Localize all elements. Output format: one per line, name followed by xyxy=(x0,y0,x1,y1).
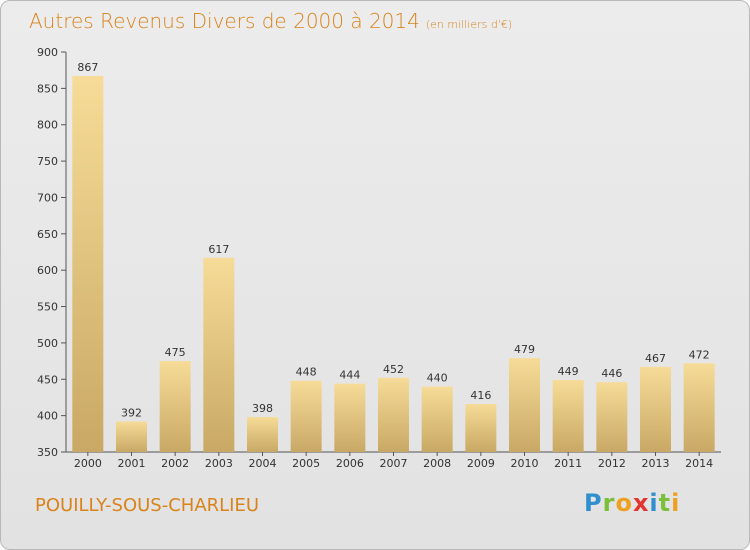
x-tick-label-2003: 2003 xyxy=(205,457,233,470)
proxiti-logo: Proxiti xyxy=(584,489,680,517)
bar-2000 xyxy=(72,76,104,452)
logo-letter-p: P xyxy=(584,489,603,517)
data-label-2006: 444 xyxy=(339,369,360,382)
bar-2002 xyxy=(159,361,191,452)
data-label-2000: 867 xyxy=(77,61,98,74)
y-tick-label: 450 xyxy=(37,373,58,386)
chart-title: Autres Revenus Divers de 2000 à 2014 (en … xyxy=(29,9,512,33)
y-tick-label: 400 xyxy=(37,410,58,423)
x-tick-label-2011: 2011 xyxy=(554,457,582,470)
data-label-2013: 467 xyxy=(645,352,666,365)
logo-letter-o: o xyxy=(615,489,633,517)
x-tick-label-2009: 2009 xyxy=(467,457,495,470)
logo-letter-t: t xyxy=(658,489,672,517)
data-label-2001: 392 xyxy=(121,406,142,419)
x-tick-label-2001: 2001 xyxy=(118,457,146,470)
data-label-2010: 479 xyxy=(514,343,535,356)
y-tick-label: 750 xyxy=(37,155,58,168)
bar-2012 xyxy=(596,382,628,452)
bar-2005 xyxy=(290,380,322,452)
y-tick-label: 700 xyxy=(37,191,58,204)
y-tick-label: 900 xyxy=(37,46,58,59)
title-unit: (en milliers d'€) xyxy=(425,18,513,31)
data-label-2003: 617 xyxy=(208,243,229,256)
bar-2007 xyxy=(378,377,409,452)
x-tick-label-2004: 2004 xyxy=(249,457,277,470)
y-tick-label: 850 xyxy=(37,82,58,95)
y-tick-label: 350 xyxy=(37,446,58,459)
logo-letter-r: r xyxy=(602,489,616,517)
data-label-2012: 446 xyxy=(601,367,622,380)
bar-2010 xyxy=(509,358,540,452)
logo-letter-x: x xyxy=(632,489,650,517)
data-label-2014: 472 xyxy=(689,348,710,361)
bar-2001 xyxy=(116,421,147,452)
y-tick-label: 550 xyxy=(37,301,58,314)
data-label-2004: 398 xyxy=(252,402,273,415)
data-label-2009: 416 xyxy=(470,389,491,402)
data-label-2008: 440 xyxy=(427,372,448,385)
x-tick-label-2014: 2014 xyxy=(685,457,713,470)
bar-2008 xyxy=(421,386,453,452)
data-label-2007: 452 xyxy=(383,363,404,376)
x-tick-label-2000: 2000 xyxy=(74,457,102,470)
logo-letter-i: i xyxy=(649,489,659,517)
bar-2006 xyxy=(334,383,366,452)
y-tick-label: 650 xyxy=(37,228,58,241)
data-label-2011: 449 xyxy=(558,365,579,378)
title-text: Autres Revenus Divers de 2000 à 2014 xyxy=(29,9,420,33)
data-label-2002: 475 xyxy=(165,346,186,359)
bar-2004 xyxy=(247,417,278,452)
x-tick-label-2002: 2002 xyxy=(161,457,189,470)
x-tick-label-2006: 2006 xyxy=(336,457,364,470)
y-tick-label: 500 xyxy=(37,337,58,350)
x-tick-label-2010: 2010 xyxy=(511,457,539,470)
place-name: POUILLY-SOUS-CHARLIEU xyxy=(35,495,260,516)
x-tick-label-2005: 2005 xyxy=(292,457,320,470)
y-tick-label: 600 xyxy=(37,264,58,277)
y-tick-label: 800 xyxy=(37,119,58,132)
x-tick-label-2012: 2012 xyxy=(598,457,626,470)
data-label-2005: 448 xyxy=(296,366,317,379)
x-tick-label-2007: 2007 xyxy=(380,457,408,470)
bar-2003 xyxy=(203,257,235,452)
x-tick-label-2008: 2008 xyxy=(423,457,451,470)
bar-2009 xyxy=(465,404,497,452)
logo-letter-i2: i xyxy=(671,489,681,517)
bar-2011 xyxy=(552,380,584,452)
bar-2013 xyxy=(640,366,671,452)
x-tick-label-2013: 2013 xyxy=(642,457,670,470)
bar-2014 xyxy=(683,363,715,452)
